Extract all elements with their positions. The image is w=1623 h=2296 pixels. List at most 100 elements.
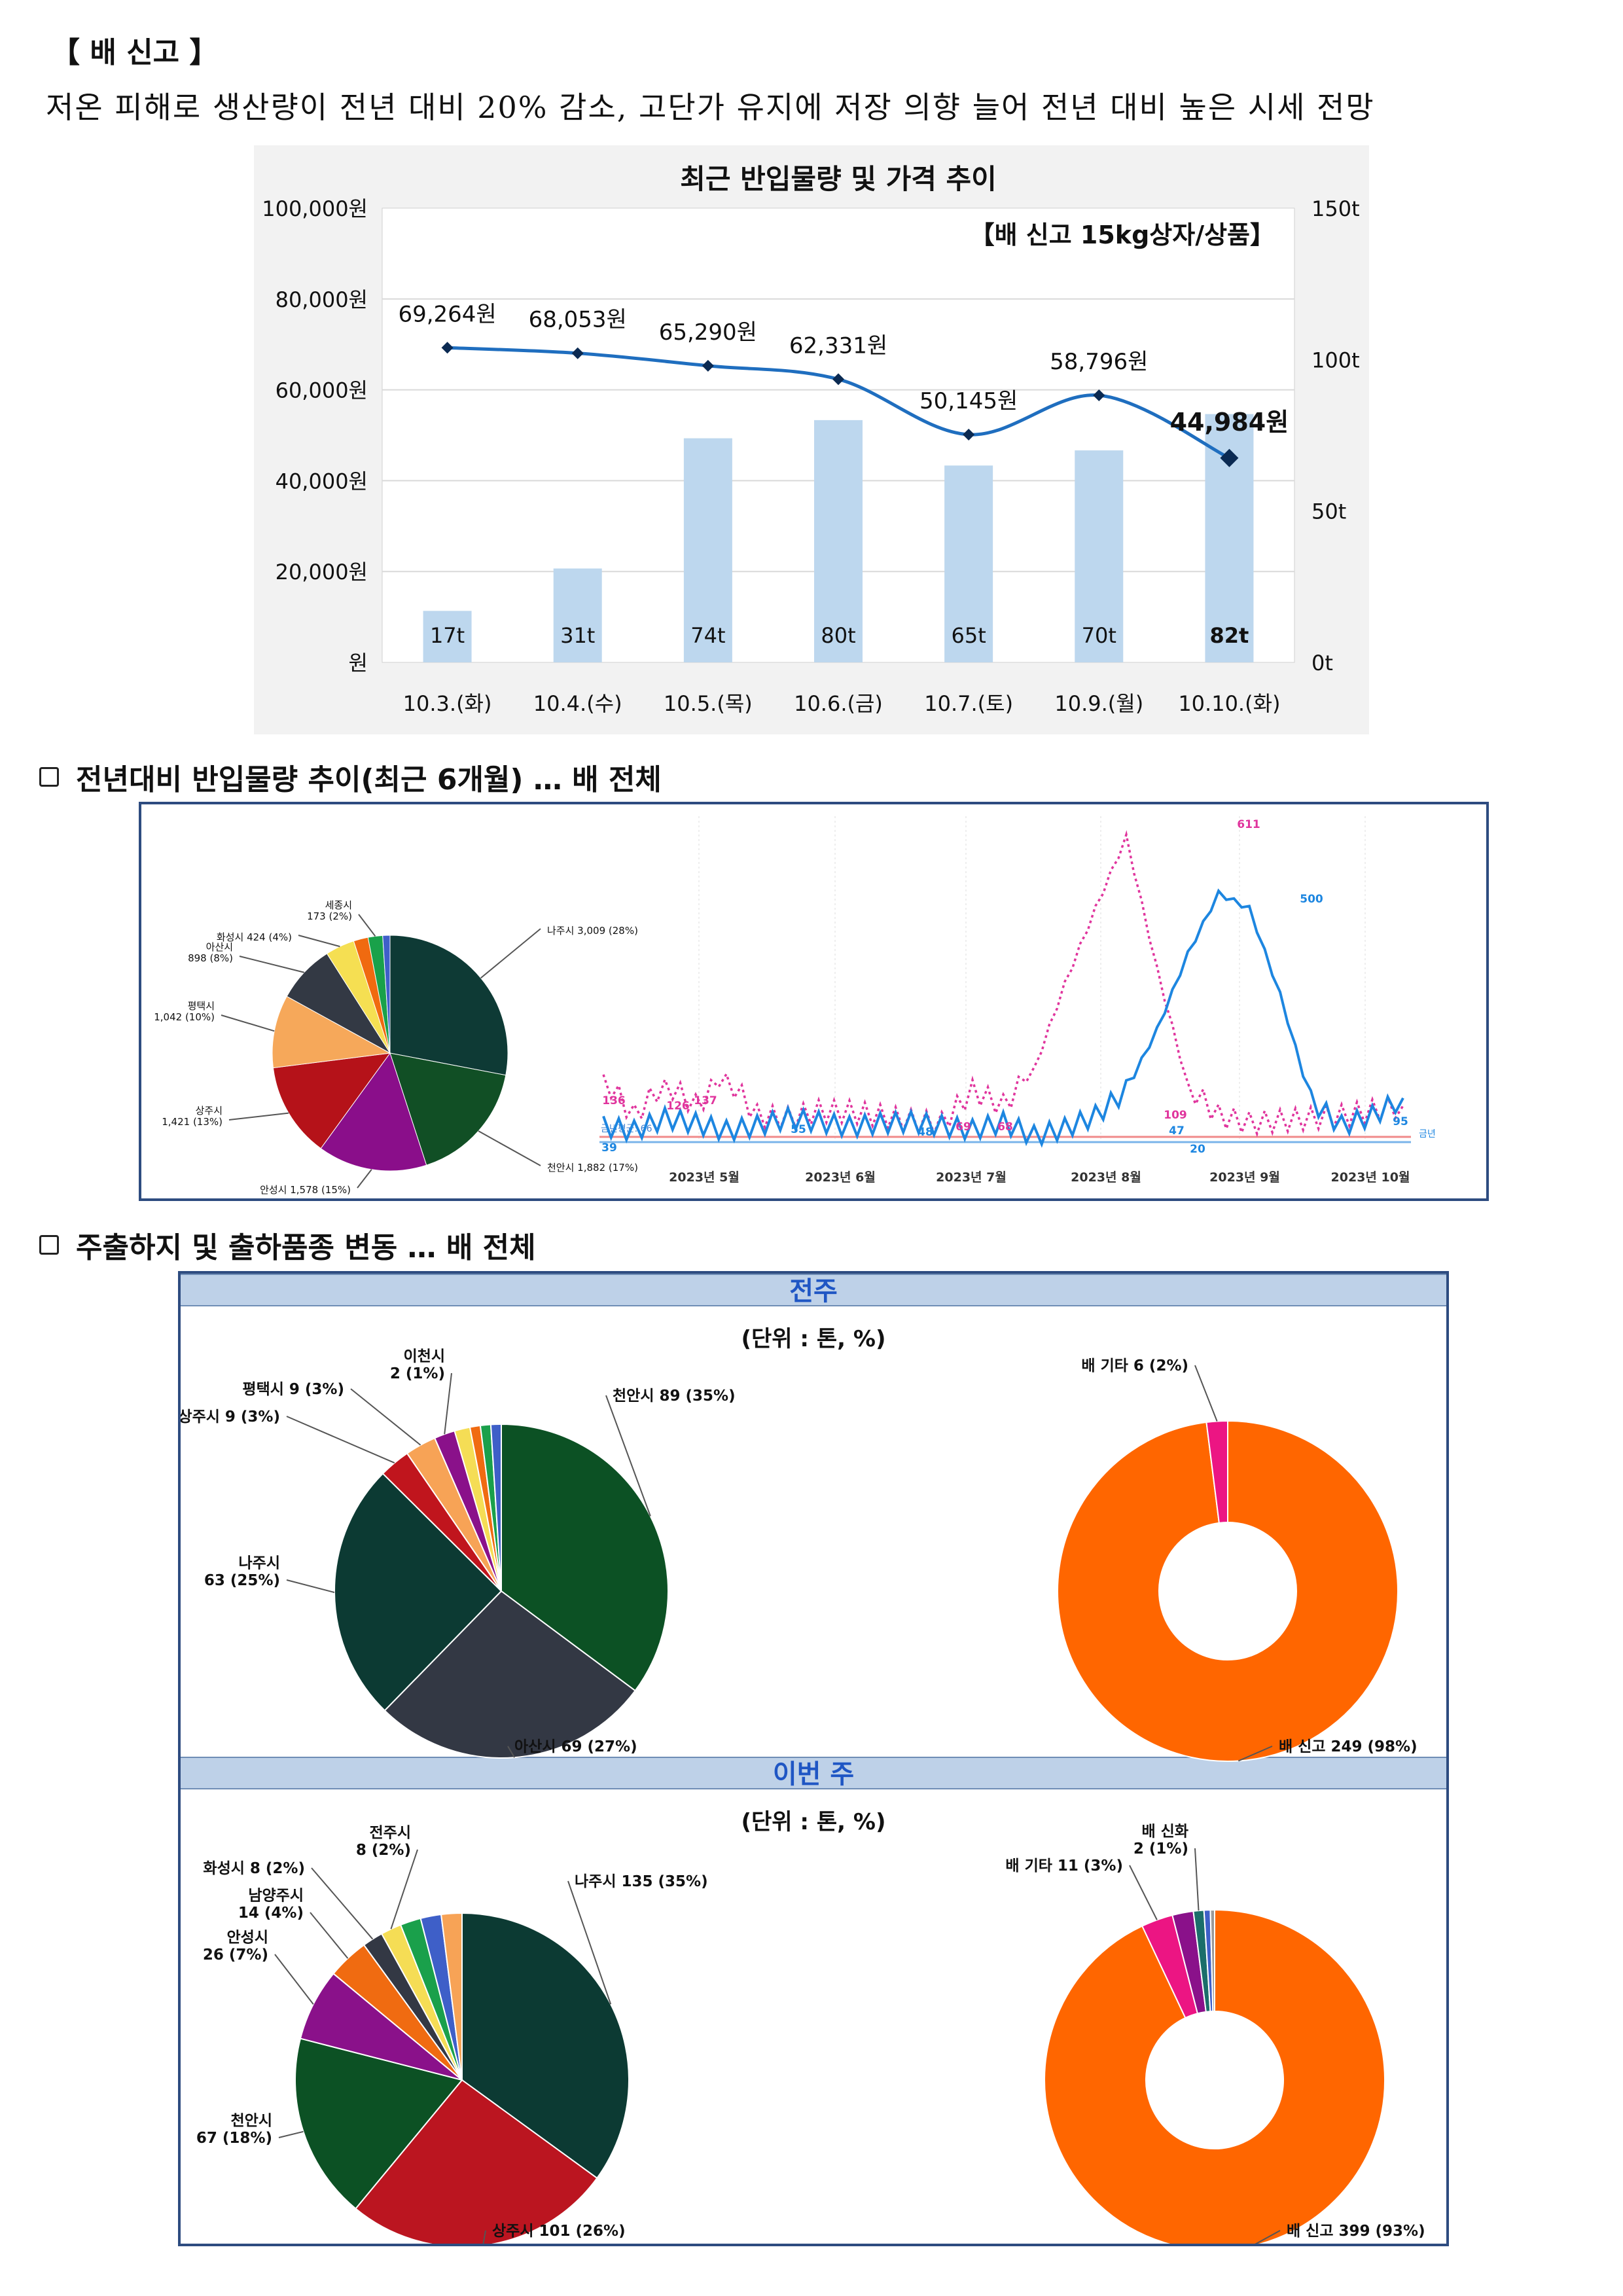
series-current-year xyxy=(602,888,1404,1148)
pie-slice xyxy=(1044,1909,1385,2244)
leader-line xyxy=(357,1169,372,1189)
chart-title: 최근 반입물량 및 가격 추이 xyxy=(680,163,997,195)
price-marker xyxy=(1220,448,1239,467)
leader-line xyxy=(311,1867,374,1940)
prev-week-header: 전주 xyxy=(181,1274,1446,1306)
data-annotation: 68 xyxy=(997,1121,1013,1134)
volume-bar xyxy=(1075,450,1124,662)
slice-label: 나주시 xyxy=(239,1555,280,1572)
price-label: 62,331원 xyxy=(789,332,887,359)
slice-label: 나주시 3,009 (28%) xyxy=(547,925,638,937)
prev-week-unit: (단위 : 톤, %) xyxy=(741,1326,886,1352)
checkbox-icon xyxy=(39,1235,59,1255)
price-label: 50,145원 xyxy=(919,388,1018,414)
slice-label: 안성시 1,578 (15%) xyxy=(260,1184,351,1196)
volume-bar xyxy=(814,420,863,662)
slice-label: 14 (4%) xyxy=(238,1905,304,1922)
pie-slice xyxy=(272,996,391,1069)
slice-label: 안성시 xyxy=(227,1929,268,1946)
slice-label: 2 (1%) xyxy=(390,1365,445,1382)
category-label: 10.3.(화) xyxy=(403,691,492,716)
pie-slice xyxy=(1209,1909,1215,2013)
slice-label: 1,421 (13%) xyxy=(162,1116,223,1128)
slice-label: 상주시 xyxy=(196,1105,223,1117)
pie-slice xyxy=(334,1472,503,1712)
volume-label: 31t xyxy=(560,623,595,648)
leader-line xyxy=(480,928,541,979)
pie-slice xyxy=(320,1052,427,1172)
category-label: 10.4.(수) xyxy=(533,691,622,716)
data-annotation: 39 xyxy=(601,1141,617,1155)
category-label: 10.7.(토) xyxy=(924,691,1013,716)
month-label: 2023년 8월 xyxy=(1071,1170,1141,1185)
slice-label: 8 (2%) xyxy=(356,1842,411,1859)
leader-line xyxy=(239,956,305,973)
slice-label: 173 (2%) xyxy=(307,910,352,922)
data-annotation: 95 xyxy=(1393,1115,1408,1128)
leader-line xyxy=(358,914,376,937)
volume-bar xyxy=(944,465,993,662)
category-label: 10.9.(월) xyxy=(1054,691,1143,716)
slice-label: 천안시 1,882 (17%) xyxy=(547,1162,638,1174)
left-tick-label: 원 xyxy=(349,651,368,675)
category-label: 10.5.(목) xyxy=(664,691,753,716)
price-marker xyxy=(702,359,714,372)
pie-slice xyxy=(1205,1420,1228,1524)
slice-label: 남양주시 xyxy=(248,1888,304,1905)
leader-line xyxy=(507,1746,515,1758)
price-label: 44,984원 xyxy=(1170,408,1289,437)
leader-line xyxy=(286,1579,335,1593)
data-annotation: 126 xyxy=(666,1100,690,1113)
pie-slice xyxy=(382,935,391,1054)
right-tick-label: 100t xyxy=(1311,348,1360,372)
pie-slice xyxy=(389,935,508,1076)
data-annotation: 109 xyxy=(1164,1109,1187,1122)
month-label: 2023년 9월 xyxy=(1209,1170,1280,1185)
chart-subtitle: 【배 신고 15kg상자/상품】 xyxy=(970,221,1275,249)
section-volume-trend-title: 전년대비 반입물량 추이(최근 6개월) … 배 전체 xyxy=(76,763,662,797)
leader-line xyxy=(478,1130,541,1166)
legend-label: 금년 xyxy=(1419,1129,1436,1139)
leader-line xyxy=(1255,2230,1281,2244)
section-volume-trend: 전년대비 반입물량 추이(최근 6개월) … 배 전체 xyxy=(39,756,662,798)
pie-slice xyxy=(440,1912,463,2081)
price-marker xyxy=(963,428,975,440)
volume-label: 82t xyxy=(1210,623,1249,648)
slice-label: 이천시 xyxy=(404,1348,445,1365)
leader-line xyxy=(482,2230,486,2244)
volume-label: 80t xyxy=(821,623,855,648)
category-label: 10.10.(화) xyxy=(1178,691,1280,716)
pie-slice xyxy=(299,1973,463,2081)
month-label: 2023년 6월 xyxy=(805,1170,876,1185)
volume-bar xyxy=(423,611,472,662)
data-annotation: 55 xyxy=(791,1123,806,1136)
leader-line xyxy=(444,1372,452,1435)
leader-line xyxy=(298,935,340,948)
month-label: 2023년 10월 xyxy=(1331,1170,1410,1185)
data-annotation: 69 xyxy=(955,1121,971,1134)
slice-label: 67 (18%) xyxy=(196,2130,272,2147)
data-annotation: 137 xyxy=(694,1094,717,1107)
slice-label: 아산시 69 (27%) xyxy=(514,1738,637,1755)
slice-label: 전주시 xyxy=(370,1825,411,1842)
leader-line xyxy=(1194,1365,1218,1422)
leader-line xyxy=(228,1112,289,1121)
left-tick-label: 40,000원 xyxy=(276,469,368,493)
volume-label: 17t xyxy=(430,623,465,648)
this-week-unit: (단위 : 톤, %) xyxy=(741,1809,886,1835)
right-tick-label: 150t xyxy=(1311,196,1360,221)
pie-slice xyxy=(355,2079,598,2244)
leader-line xyxy=(567,1880,612,2005)
leader-line xyxy=(350,1388,421,1446)
price-marker xyxy=(1093,389,1105,401)
price-label: 68,053원 xyxy=(529,307,627,333)
price-marker xyxy=(571,347,584,359)
this-week-header: 이번 주 xyxy=(181,1757,1446,1789)
origin-variety-panel: 전주 (단위 : 톤, %) 이번 주 (단위 : 톤, %) 천안시 89 (… xyxy=(178,1271,1449,2246)
price-volume-chart-svg: 최근 반입물량 및 가격 추이 【배 신고 15kg상자/상품】 100,000원 8… xyxy=(254,145,1369,734)
left-tick-label: 60,000원 xyxy=(276,378,368,403)
leader-line xyxy=(274,1954,314,2005)
slice-label: 2 (1%) xyxy=(1133,1840,1188,1857)
slice-label: 배 기타 11 (3%) xyxy=(1005,1857,1123,1874)
price-label: 58,796원 xyxy=(1050,349,1148,375)
